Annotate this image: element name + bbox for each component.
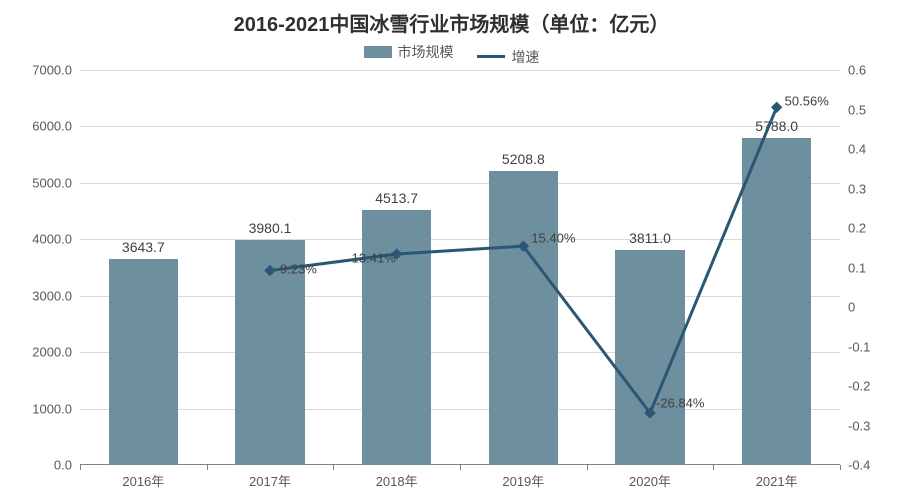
y-right-tick-label: 0.2	[840, 221, 866, 236]
legend-item-bar: 市场规模	[364, 42, 454, 62]
line-layer	[80, 70, 840, 465]
x-tick	[333, 465, 334, 470]
bar-value-label: 4513.7	[375, 190, 418, 210]
y-left-tick-label: 1000.0	[32, 401, 80, 416]
y-right-tick-label: -0.3	[840, 418, 870, 433]
chart-container: 2016-2021中国冰雪行业市场规模（单位：亿元） 市场规模 增速 0.010…	[0, 0, 903, 501]
chart-legend: 市场规模 增速	[0, 42, 903, 67]
gridline	[80, 183, 840, 184]
line-value-label: 9.23%	[280, 261, 317, 276]
x-tick	[207, 465, 208, 470]
bar	[109, 259, 179, 465]
y-left-tick-label: 2000.0	[32, 345, 80, 360]
legend-swatch-bar	[364, 46, 392, 58]
plot-area: 0.01000.02000.03000.04000.05000.06000.07…	[80, 70, 840, 465]
gridline	[80, 70, 840, 71]
bar-value-label: 3980.1	[249, 220, 292, 240]
legend-swatch-line	[477, 55, 505, 58]
y-right-tick-label: 0.6	[840, 63, 866, 78]
x-category-label: 2019年	[502, 465, 544, 490]
y-left-tick-label: 3000.0	[32, 288, 80, 303]
x-category-label: 2021年	[756, 465, 798, 490]
y-left-tick-label: 7000.0	[32, 63, 80, 78]
x-category-label: 2016年	[122, 465, 164, 490]
x-category-label: 2018年	[376, 465, 418, 490]
gridline	[80, 352, 840, 353]
line-marker	[771, 102, 782, 113]
bar	[362, 210, 432, 465]
y-right-tick-label: 0.3	[840, 181, 866, 196]
y-right-tick-label: 0.4	[840, 142, 866, 157]
gridline	[80, 409, 840, 410]
legend-item-line: 增速	[477, 47, 539, 67]
y-left-tick-label: 0.0	[54, 458, 80, 473]
y-right-tick-label: -0.2	[840, 379, 870, 394]
chart-title: 2016-2021中国冰雪行业市场规模（单位：亿元）	[0, 8, 903, 37]
bar-value-label: 3811.0	[629, 230, 671, 250]
y-right-tick-label: 0.5	[840, 102, 866, 117]
line-value-label: -26.84%	[656, 396, 704, 411]
y-left-tick-label: 4000.0	[32, 232, 80, 247]
bar	[489, 171, 559, 465]
line-value-label: 50.56%	[785, 94, 829, 109]
line-value-label: 15.40%	[531, 231, 575, 246]
line-value-label: 13.41%	[352, 251, 396, 266]
y-right-tick-label: 0.1	[840, 260, 866, 275]
x-tick	[460, 465, 461, 470]
x-category-label: 2017年	[249, 465, 291, 490]
x-tick	[840, 465, 841, 470]
x-category-label: 2020年	[629, 465, 671, 490]
gridline	[80, 239, 840, 240]
y-right-tick-label: -0.4	[840, 458, 870, 473]
bar	[742, 138, 812, 465]
bar-value-label: 5208.8	[502, 151, 545, 171]
legend-label-bar: 市场规模	[398, 42, 454, 62]
bar	[615, 250, 685, 465]
bar-value-label: 3643.7	[122, 239, 165, 259]
gridline	[80, 296, 840, 297]
x-tick	[713, 465, 714, 470]
y-left-tick-label: 6000.0	[32, 119, 80, 134]
bar-value-label: 5788.0	[755, 118, 798, 138]
y-right-tick-label: -0.1	[840, 339, 870, 354]
y-right-tick-label: 0	[840, 300, 855, 315]
x-tick	[587, 465, 588, 470]
y-left-tick-label: 5000.0	[32, 175, 80, 190]
x-tick	[80, 465, 81, 470]
legend-label-line: 增速	[511, 47, 539, 67]
gridline	[80, 126, 840, 127]
